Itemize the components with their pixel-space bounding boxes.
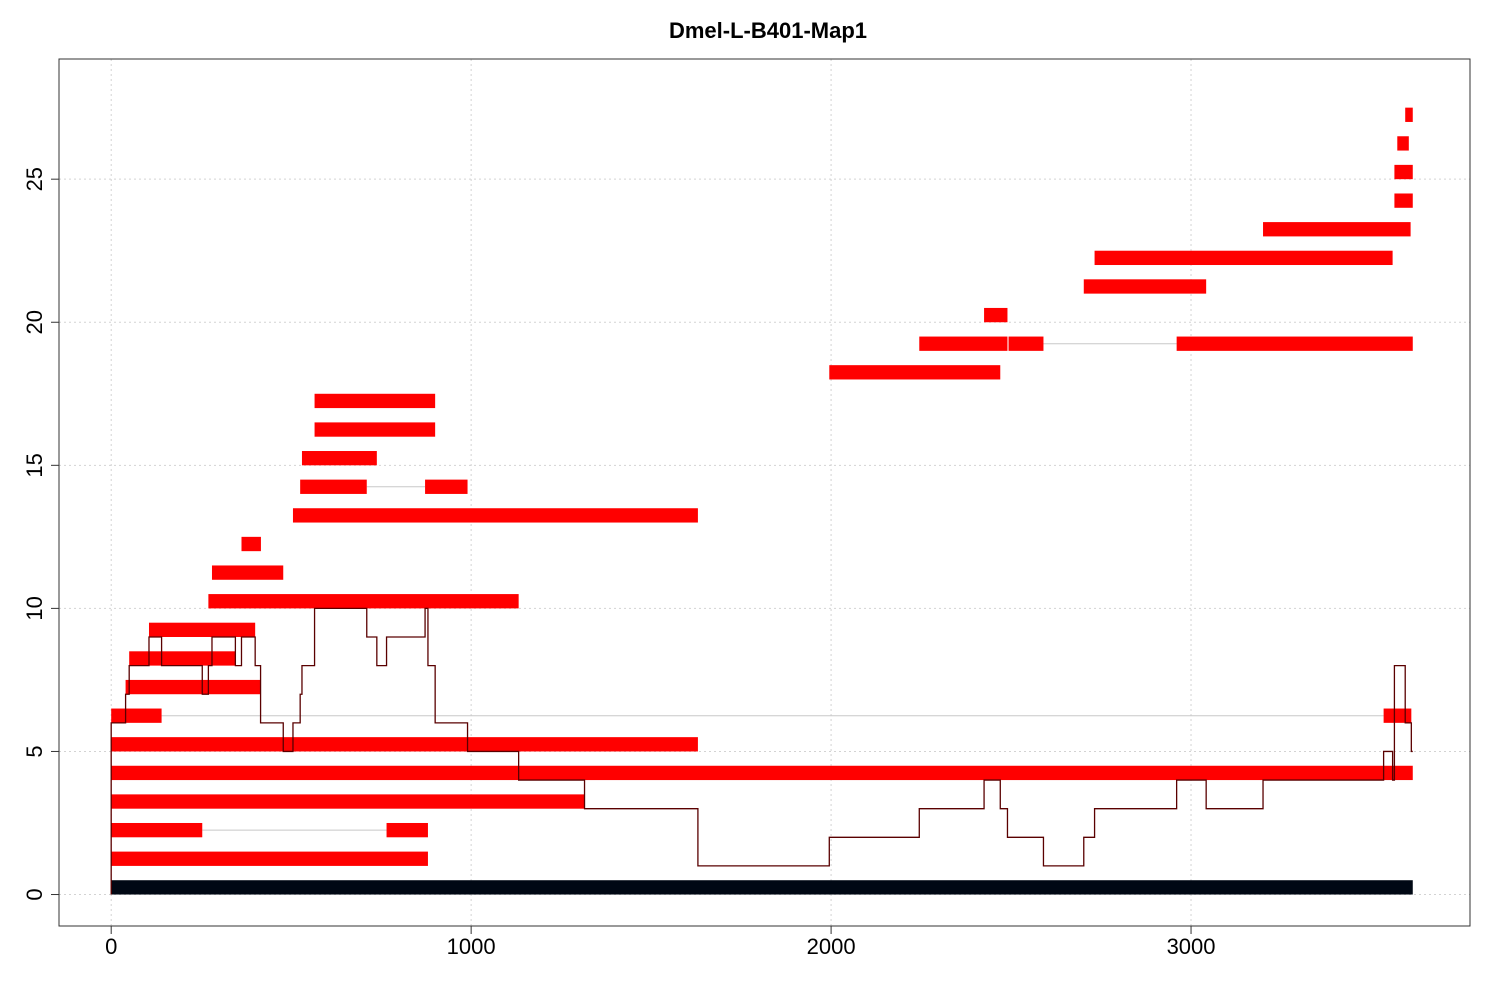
segment-bar-24 [984, 307, 1008, 323]
segment-bar-18 [314, 422, 436, 437]
coverage-line [110, 607, 1413, 895]
segment-bar-23 [1176, 336, 1413, 351]
coverage-line-group [110, 607, 1413, 895]
segment-bar-7 [1383, 708, 1412, 723]
segment-bar-22 [1008, 336, 1044, 351]
segment-bar-2 [386, 822, 428, 838]
reference-bar [111, 880, 1413, 895]
y-tick-label-4: 20 [22, 310, 47, 334]
y-tick-label-5: 25 [22, 167, 47, 191]
segment-bar-17 [301, 451, 377, 466]
segment-bar-11 [208, 594, 519, 609]
y-tick-label-2: 10 [22, 596, 47, 620]
segment-bar-13 [241, 536, 261, 552]
segment-bar-20 [829, 365, 1001, 380]
segment-bar-29 [1394, 164, 1413, 180]
segment-bar-30 [1397, 136, 1409, 151]
segment-bar-27 [1263, 222, 1411, 237]
y-tick-label-0: 0 [22, 888, 47, 900]
x-tick-label-2: 2000 [807, 934, 856, 959]
segment-bar-31 [1405, 107, 1413, 122]
segment-bar-19 [314, 393, 436, 409]
segment-bar-15 [300, 479, 367, 494]
segment-bar-9 [129, 651, 236, 666]
connector-lines [161, 343, 1384, 831]
y-tick-label-1: 5 [22, 745, 47, 757]
segment-bar-28 [1394, 193, 1413, 208]
segment-bar-25 [1083, 279, 1207, 294]
segment-bar-14 [292, 508, 698, 523]
x-tick-label-1: 1000 [447, 934, 496, 959]
x-tick-label-3: 3000 [1167, 934, 1216, 959]
segment-bar-26 [1094, 250, 1393, 266]
x-axis: 0 1000 2000 3000 [105, 925, 1216, 959]
segment-bar-3 [111, 794, 585, 809]
segment-bar-10 [148, 622, 256, 637]
segment-bar-8 [125, 679, 261, 695]
segment-bar-4 [111, 765, 1413, 781]
segment-bar-16 [425, 479, 468, 494]
reference-bar-group [111, 880, 1413, 895]
y-tick-label-3: 15 [22, 453, 47, 477]
x-tick-label-0: 0 [105, 934, 117, 959]
y-axis: 0 5 10 15 20 25 [22, 167, 60, 901]
segment-bar-21 [919, 336, 1008, 351]
segment-bar-6 [111, 708, 162, 723]
segment-bar-1 [111, 822, 203, 838]
segment-bar-12 [211, 565, 284, 580]
chart-title: Dmel-L-B401-Map1 [669, 18, 867, 43]
segment-bar-5 [111, 737, 698, 752]
segment-bar-0 [111, 851, 428, 866]
segments [111, 107, 1413, 866]
